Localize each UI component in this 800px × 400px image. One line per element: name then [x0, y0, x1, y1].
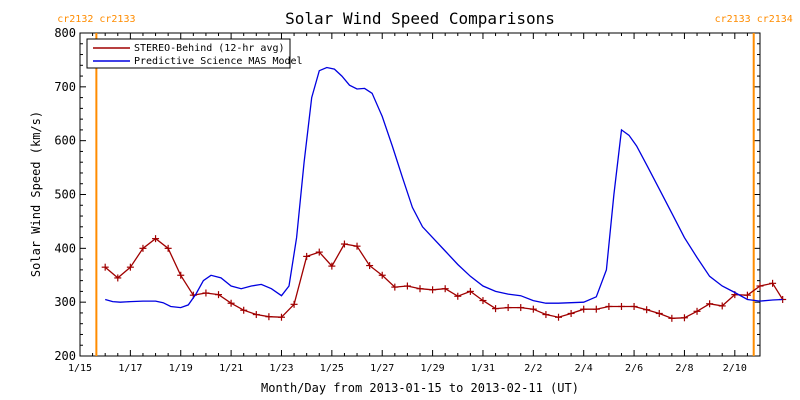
x-tick-label: 1/23	[269, 363, 293, 374]
y-tick-label: 400	[54, 241, 76, 255]
data-point	[441, 285, 449, 293]
series-line-1	[105, 66, 783, 309]
data-point	[718, 302, 726, 310]
x-tick-label: 1/29	[421, 363, 445, 374]
data-point	[152, 235, 160, 243]
data-point	[429, 286, 437, 294]
y-tick-label: 800	[54, 26, 76, 40]
y-tick-label: 500	[54, 188, 76, 202]
x-axis-label: Month/Day from 2013-01-15 to 2013-02-11 …	[261, 381, 579, 395]
data-point	[529, 305, 537, 313]
data-point	[555, 313, 563, 321]
data-point	[366, 262, 374, 270]
data-point	[693, 307, 701, 315]
data-point	[756, 282, 764, 290]
data-point	[202, 289, 210, 297]
data-point	[403, 282, 411, 290]
data-point	[114, 274, 122, 282]
y-axis-label: Solar Wind Speed (km/s)	[29, 111, 43, 277]
x-tick-label: 1/19	[169, 363, 193, 374]
data-point	[340, 240, 348, 248]
legend-label-model: Predictive Science MAS Model	[134, 56, 303, 67]
data-point	[265, 313, 273, 321]
data-point	[668, 314, 676, 322]
data-point	[252, 311, 260, 319]
carrington-lines	[95, 33, 755, 356]
x-tick-label: 2/8	[675, 363, 693, 374]
data-point	[315, 248, 323, 256]
data-point	[416, 285, 424, 293]
data-point	[101, 263, 109, 271]
x-tick-label: 2/2	[524, 363, 542, 374]
data-point	[605, 302, 613, 310]
data-point	[290, 300, 298, 308]
chart-title: Solar Wind Speed Comparisons	[285, 9, 555, 28]
x-tick-label: 1/31	[471, 363, 495, 374]
x-tick-label: 2/6	[625, 363, 643, 374]
data-point	[227, 299, 235, 307]
carrington-labels: cr2132 cr2133 cr2133 cr2134	[57, 14, 793, 25]
data-point	[706, 300, 714, 308]
data-point	[592, 305, 600, 313]
data-point	[643, 306, 651, 314]
x-tick-label: 2/4	[575, 363, 593, 374]
data-point	[504, 304, 512, 312]
series-layer	[101, 66, 787, 322]
data-point	[655, 309, 663, 317]
data-point	[126, 263, 134, 271]
y-tick-label: 600	[54, 134, 76, 148]
carrington-label-left: cr2133	[715, 14, 751, 25]
x-tick-label: 1/21	[219, 363, 243, 374]
y-tick-label: 700	[54, 80, 76, 94]
x-tick-label: 1/27	[370, 363, 394, 374]
data-point	[177, 271, 185, 279]
data-point	[617, 302, 625, 310]
y-axis: 200 300 400 500 600 700 800	[54, 26, 760, 363]
data-point	[391, 283, 399, 291]
data-point	[542, 311, 550, 319]
data-point	[517, 304, 525, 312]
data-point	[378, 271, 386, 279]
y-tick-label: 300	[54, 295, 76, 309]
data-point	[769, 279, 777, 287]
y-tick-label: 200	[54, 349, 76, 363]
data-point	[353, 242, 361, 250]
data-point	[492, 305, 500, 313]
carrington-label-left: cr2132	[57, 14, 93, 25]
data-point	[743, 291, 751, 299]
x-tick-label: 1/25	[320, 363, 344, 374]
data-point	[277, 313, 285, 321]
x-tick-label: 2/10	[723, 363, 747, 374]
legend-label-stereo: STEREO-Behind (12-hr avg)	[134, 43, 285, 54]
data-point	[567, 309, 575, 317]
data-point	[215, 291, 223, 299]
x-tick-label: 1/15	[68, 363, 92, 374]
data-point	[466, 287, 474, 295]
data-point	[630, 302, 638, 310]
legend: STEREO-Behind (12-hr avg) Predictive Sci…	[86, 38, 303, 69]
x-tick-label: 1/17	[118, 363, 142, 374]
data-point	[139, 244, 147, 252]
carrington-label-right: cr2134	[757, 14, 793, 25]
data-point	[328, 262, 336, 270]
legend-box	[86, 38, 291, 69]
data-point	[303, 252, 311, 260]
data-point	[164, 244, 172, 252]
data-point	[580, 305, 588, 313]
data-point	[454, 292, 462, 300]
carrington-label-right: cr2133	[99, 14, 135, 25]
data-point	[680, 314, 688, 322]
data-point	[240, 306, 248, 314]
data-point	[479, 297, 487, 305]
x-axis: 1/15 1/17 1/19 1/21 1/23 1/25 1/27 1/29 1/31 2/2 2…	[68, 33, 761, 374]
